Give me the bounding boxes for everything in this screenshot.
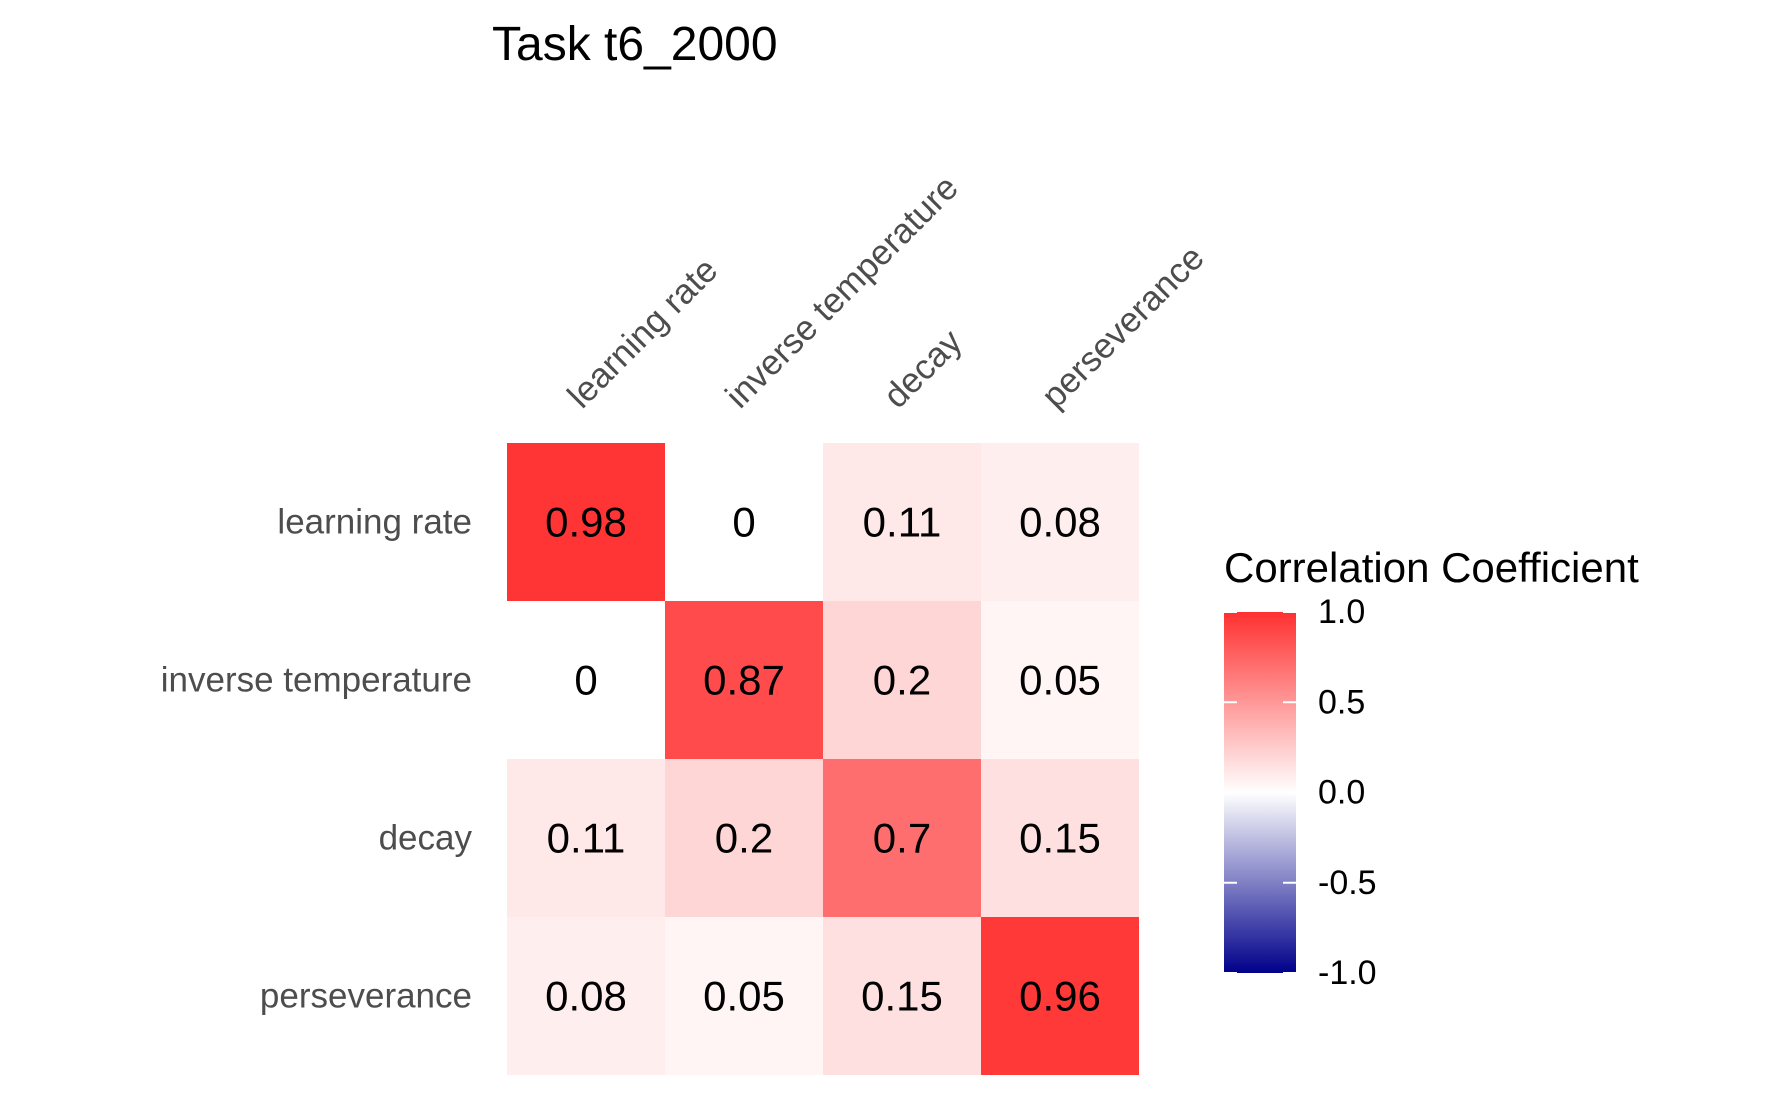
heatmap-cell [823,601,981,759]
heatmap-cell [507,443,665,601]
legend-ticks: 1.0 0.5 0.0 -0.5 -1.0 [1224,593,1377,992]
cell-value-label: 0.15 [861,973,943,1020]
heatmap-cell [507,917,665,1075]
cell-value-label: 0.15 [1019,815,1101,862]
heatmap-cell [665,759,823,917]
column-label: learning rate [560,250,725,415]
cell-value-label: 0.05 [1019,657,1101,704]
cell-value-label: 0.11 [547,815,626,862]
heatmap-cell [981,443,1139,601]
cell-value-label: 0.96 [1019,973,1101,1020]
heatmap-cell [981,759,1139,917]
cell-value-label: 0.05 [703,973,785,1020]
heatmap-cell [823,443,981,601]
legend-title: Correlation Coefficient [1224,544,1639,591]
column-label: perseverance [1034,238,1212,416]
heatmap-cell [507,759,665,917]
heatmap-cell [665,917,823,1075]
row-labels: learning rate inverse temperature decay per… [161,503,473,1016]
chart-title: Task t6_2000 [492,18,778,71]
heatmap-cell [665,443,823,601]
row-label: perseverance [260,977,472,1016]
cell-value-label: 0.7 [873,815,931,862]
column-label: decay [876,322,970,416]
heatmap-cell [981,917,1139,1075]
heatmap-cell [823,917,981,1075]
heatmap-cell [507,601,665,759]
heatmap-cell [665,601,823,759]
legend-tick-label: 0.0 [1318,774,1365,812]
cell-value-label: 0.08 [1019,499,1101,546]
cell-value-label: 0.2 [873,657,931,704]
legend: Correlation Coefficient 1.0 0.5 0.0 -0.5 -1.… [1224,544,1639,992]
heatmap-cell [981,601,1139,759]
row-label: learning rate [277,503,472,542]
heatmap-cell [823,759,981,917]
legend-tick-label: 1.0 [1318,593,1365,631]
legend-tick-label: -1.0 [1318,954,1377,992]
cell-value-label: 0 [732,499,755,546]
legend-tick-label: -0.5 [1318,864,1377,902]
cell-value-label: 0.11 [863,499,942,546]
cell-value-label: 0 [574,657,597,704]
cell-value-label: 0.2 [715,815,773,862]
row-label: inverse temperature [161,661,472,700]
cell-value-label: 0.87 [703,657,785,704]
cell-value-label: 0.98 [545,499,627,546]
legend-tick-label: 0.5 [1318,683,1365,721]
row-label: decay [379,819,473,858]
cell-value-label: 0.08 [545,973,627,1020]
heatmap-cells: 0.98 0 0.11 0.08 0 0.87 0.2 0.05 0.11 0.2 0.7 0.15 0… [507,443,1139,1075]
